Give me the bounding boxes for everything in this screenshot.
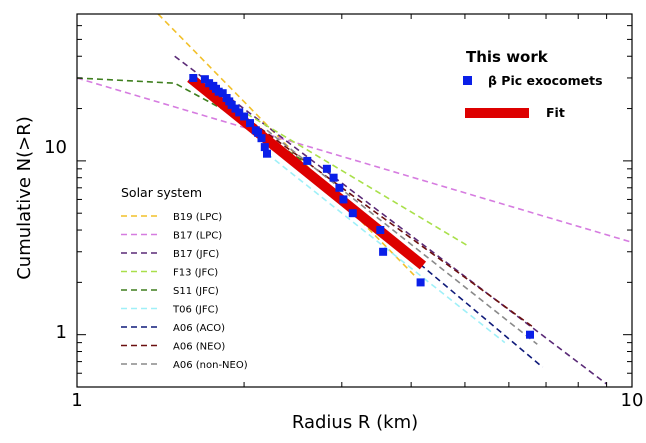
y-tick-label-10: 10 [44,137,67,158]
data-point [263,149,271,158]
data-point [335,183,344,192]
x-tick-label-10: 10 [621,390,644,411]
data-point [189,74,198,82]
series-line-a06-non-neo- [266,129,538,345]
data-point [240,112,249,121]
data-point [246,119,254,128]
series-line-b17-jfc- [174,55,608,385]
legend-label: A06 (NEO) [173,342,225,353]
points-layer [189,74,534,339]
data-point [322,164,331,173]
data-point [376,226,385,234]
data-point [200,75,209,84]
legend-label: A06 (non-NEO) [173,360,248,371]
series-line-f13-jfc- [237,107,471,248]
x-tick-label-1: 1 [71,390,82,411]
data-point [218,89,227,98]
legend-exocomets-label: β Pic exocomets [488,73,603,88]
legend-label: T06 (JFC) [172,305,219,316]
legend-label: A06 (ACO) [173,323,225,334]
legend-label: B17 (JFC) [173,249,219,260]
data-point [205,79,214,88]
data-point [254,128,263,137]
data-point [339,195,348,204]
legend-this-work: This work β Pic exocomets Fit [463,48,603,120]
data-point [260,143,269,152]
data-point [303,156,312,165]
data-point [416,278,425,287]
legend-label: B19 (LPC) [173,212,222,223]
series-line-b17-lpc- [77,77,632,244]
data-point [348,209,357,218]
legend-solar: Solar system B19 (LPC) B17 (LPC) B17 (JFC)… [121,185,248,371]
fit-line [187,74,427,270]
data-point [257,134,266,143]
plot-frame [76,13,633,388]
legend-solar-title: Solar system [121,185,202,200]
legend-label: S11 (JFC) [173,286,219,297]
data-point [526,330,534,339]
fit-layer [187,74,427,270]
y-axis-title: Cumulative N(>R) [14,116,35,280]
legend-this-work-title: This work [466,48,549,66]
legend-fit-label: Fit [546,105,565,120]
data-point [379,247,388,256]
ticks-layer [76,13,633,388]
legend-fit-swatch [465,108,529,118]
series-line-a06-neo- [243,115,535,329]
data-point [235,108,244,117]
legend-label: B17 (LPC) [173,231,222,242]
y-tick-label-1: 1 [56,322,67,343]
legend-exocomets-marker [463,76,472,85]
data-point [329,173,338,182]
x-axis-title: Radius R (km) [292,412,418,433]
legend-label: F13 (JFC) [173,268,218,279]
